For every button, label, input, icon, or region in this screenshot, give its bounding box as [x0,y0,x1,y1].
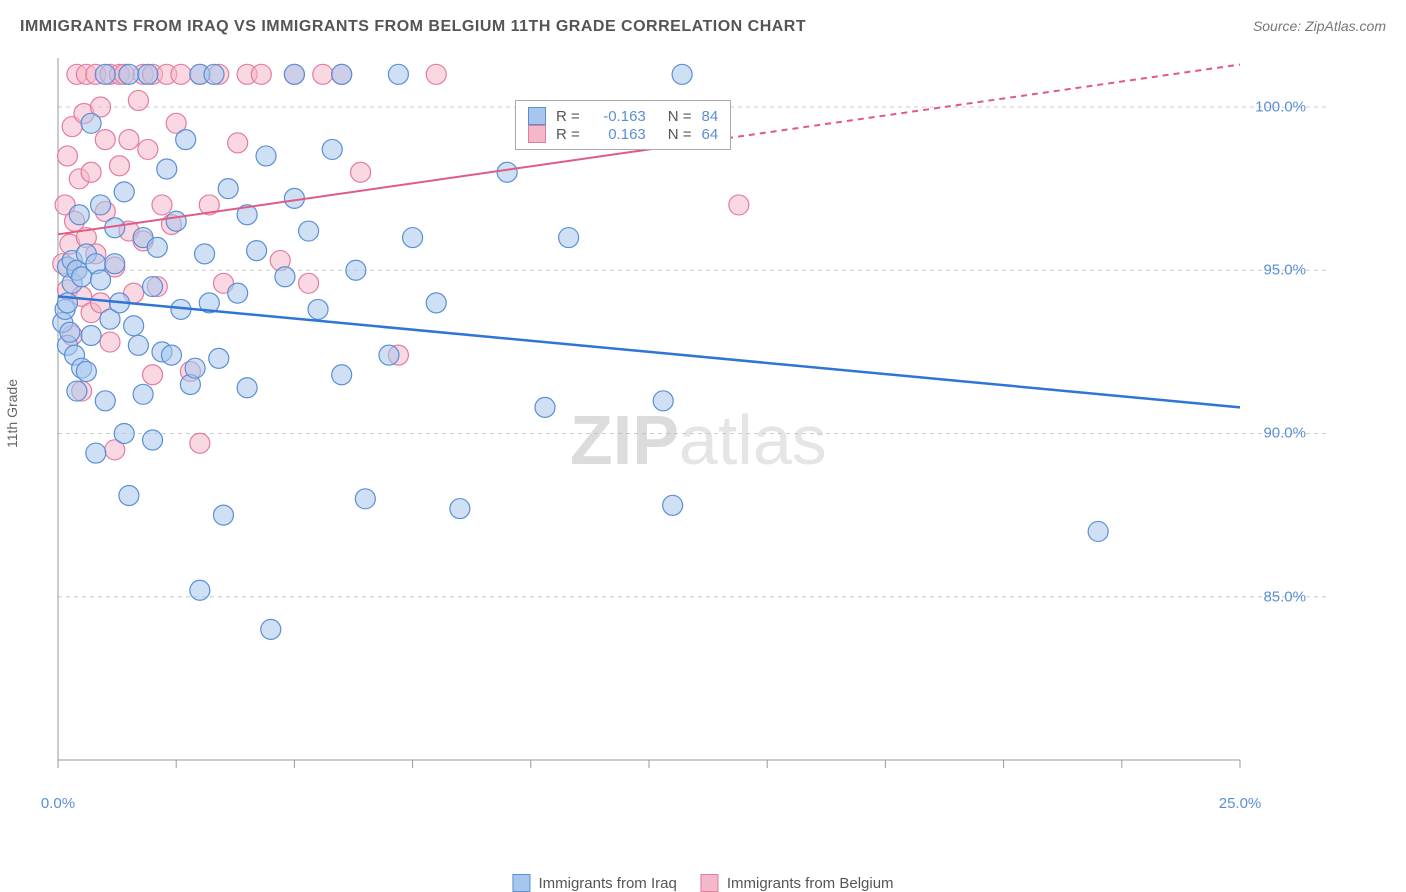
scatter-plot [50,50,1330,820]
correlation-legend: R = -0.163 N = 84 R = 0.163 N = 64 [515,100,731,150]
legend-swatch [528,125,546,143]
x-tick-label: 25.0% [1219,795,1262,812]
n-label: N = [668,108,692,125]
x-tick-label: 0.0% [41,795,75,812]
correlation-legend-row: R = 0.163 N = 64 [528,125,718,143]
legend-swatch [528,107,546,125]
chart-area: ZIPatlas R = -0.163 N = 84 R = 0.163 N =… [50,50,1330,820]
y-tick-label: 85.0% [1263,588,1306,605]
y-tick-label: 90.0% [1263,425,1306,442]
n-label: N = [668,126,692,143]
source-attribution: Source: ZipAtlas.com [1253,18,1386,34]
legend-item: Immigrants from Iraq [512,874,676,892]
legend-label: Immigrants from Iraq [538,875,676,892]
n-value: 64 [702,126,719,143]
n-value: 84 [702,108,719,125]
y-tick-label: 95.0% [1263,262,1306,279]
y-tick-label: 100.0% [1255,98,1306,115]
r-label: R = [556,126,580,143]
legend-swatch [701,874,719,892]
correlation-legend-row: R = -0.163 N = 84 [528,107,718,125]
r-label: R = [556,108,580,125]
series-legend: Immigrants from Iraq Immigrants from Belg… [512,874,893,892]
legend-swatch [512,874,530,892]
legend-label: Immigrants from Belgium [727,875,894,892]
legend-item: Immigrants from Belgium [701,874,894,892]
r-value: 0.163 [590,126,646,143]
r-value: -0.163 [590,108,646,125]
y-axis-label: 11th Grade [4,379,20,448]
chart-title: IMMIGRANTS FROM IRAQ VS IMMIGRANTS FROM … [20,18,806,36]
